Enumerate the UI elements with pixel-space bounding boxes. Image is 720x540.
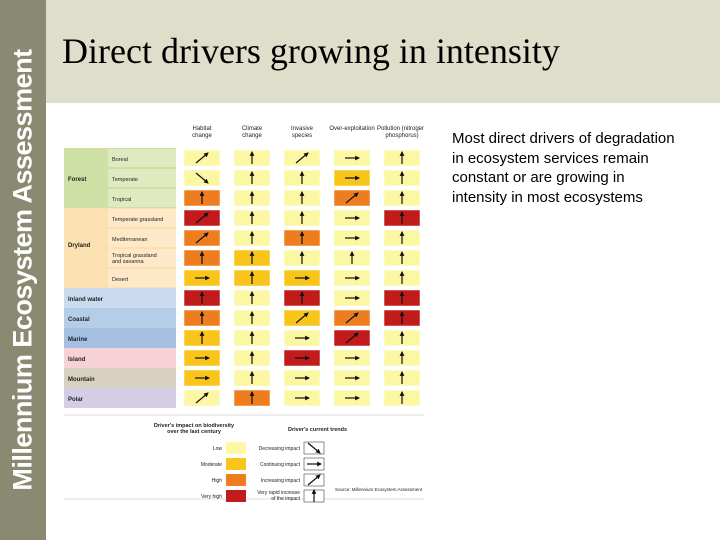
legend-impact-label: Low — [213, 446, 223, 452]
trend-arrow-increasing — [307, 474, 321, 486]
legend-trend-label: Increasing impact — [261, 478, 301, 484]
trend-arrow-decreasing — [307, 442, 321, 454]
trend-arrow-decreasing — [195, 172, 209, 184]
subtype-label: Boreal — [112, 157, 128, 163]
title-banner — [46, 0, 720, 103]
subtype-label: Tropical grassland and savanna — [112, 253, 157, 265]
subtype-band — [108, 209, 176, 227]
subtype-band — [108, 229, 176, 247]
column-header: Invasive species — [291, 126, 314, 139]
column-header: Climate change — [242, 126, 263, 139]
trend-arrow-increasing — [195, 232, 209, 244]
drivers-matrix-figure: Habitat change Climate change Invasive specie… — [64, 126, 424, 503]
legend-swatch-very_high — [226, 490, 246, 502]
group-label: Polar — [68, 397, 84, 403]
group-band-marine — [64, 328, 176, 348]
figure-source: Source: Millennium Ecosystem Assessment — [335, 487, 423, 492]
legend-impact-label: High — [212, 478, 223, 484]
trend-arrow-increasing — [195, 212, 209, 224]
subtype-label: Tropical — [112, 197, 131, 203]
legend-swatch-low — [226, 442, 246, 454]
group-band-mountain — [64, 368, 176, 388]
legend-trend-title: Driver's current trends — [288, 427, 347, 433]
group-band-inland_water — [64, 288, 176, 308]
group-band-coastal — [64, 308, 176, 328]
legend-trend-label: Continuing impact — [260, 462, 301, 468]
legend-trend-label: Decreasing impact — [259, 446, 301, 452]
subtype-label: Mediterranean — [112, 237, 147, 243]
column-header: Pollution (nitrogen, phosphorus) — [377, 126, 424, 139]
legend-impact-label: Moderate — [201, 462, 222, 468]
trend-arrow-increasing — [345, 192, 359, 204]
trend-arrow-increasing — [345, 332, 359, 344]
group-band-island — [64, 348, 176, 368]
subtype-band — [108, 169, 176, 187]
column-header: Over-exploitation — [329, 126, 374, 132]
subtype-label: Temperate grassland — [112, 217, 163, 223]
trend-arrow-increasing — [295, 152, 309, 164]
group-label: Forest — [68, 177, 86, 183]
legend-swatch-moderate — [226, 458, 246, 470]
subtype-band — [108, 269, 176, 287]
legend-impact-label: Very high — [201, 494, 222, 500]
group-label: Inland water — [68, 297, 104, 303]
sidebar-brand-text: Millennium Ecosystem Assessment — [7, 49, 38, 491]
group-band-polar — [64, 388, 176, 408]
subtype-band — [108, 189, 176, 207]
sidebar-banner: Millennium Ecosystem Assessment — [0, 0, 46, 540]
trend-arrow-increasing — [345, 312, 359, 324]
group-label: Dryland — [68, 243, 91, 249]
subtype-band — [108, 249, 176, 267]
legend-impact-title: Driver's impact on biodiversity over the … — [154, 423, 235, 435]
slide-body-text: Most direct drivers of degradation in ec… — [452, 130, 675, 206]
subtype-label: Temperate — [112, 177, 138, 183]
subtype-label: Desert — [112, 277, 129, 283]
group-label: Marine — [68, 337, 88, 343]
group-label: Mountain — [68, 377, 95, 383]
subtype-band — [108, 149, 176, 167]
trend-arrow-increasing — [195, 152, 209, 164]
column-header: Habitat change — [192, 126, 212, 139]
group-label: Island — [68, 357, 86, 363]
group-label: Coastal — [68, 317, 90, 323]
trend-arrow-increasing — [195, 392, 209, 404]
slide-title: Direct drivers growing in intensity — [62, 31, 560, 71]
legend-swatch-high — [226, 474, 246, 486]
legend-trend-label: Very rapid increase of the impact — [257, 490, 300, 502]
trend-arrow-increasing — [295, 312, 309, 324]
